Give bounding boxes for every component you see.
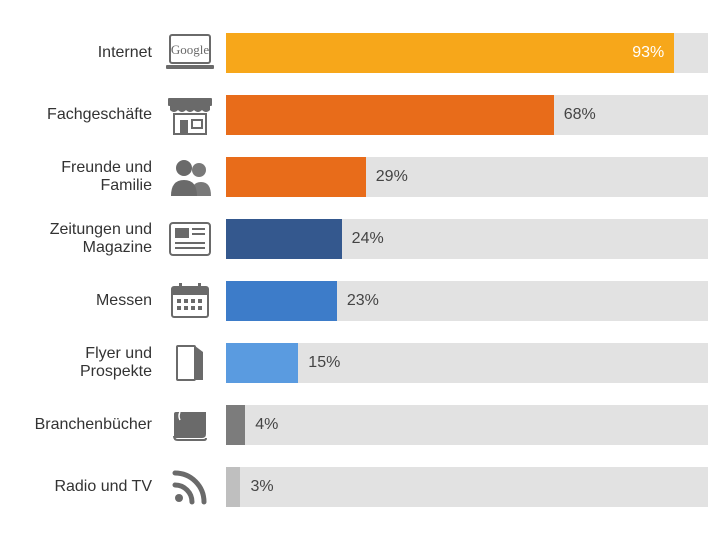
- bar-fill: 93%: [226, 33, 674, 73]
- bar-track: 23%: [226, 281, 708, 321]
- bar-value: 23%: [347, 292, 379, 310]
- book-icon: [160, 401, 220, 449]
- row-label: Branchenbücher: [10, 416, 160, 434]
- bar-track: 29%: [226, 157, 708, 197]
- horizontal-bar-chart: Internet Google 93% Fachgeschäfte 68% Freunde…: [0, 0, 728, 540]
- bar-track: 68%: [226, 95, 708, 135]
- chart-row: Fachgeschäfte 68%: [10, 86, 708, 144]
- chart-row: Messen 23%: [10, 272, 708, 330]
- calendar-icon: [160, 277, 220, 325]
- shop-icon: [160, 91, 220, 139]
- chart-row: Branchenbücher 4%: [10, 396, 708, 454]
- svg-text:Google: Google: [171, 42, 210, 57]
- bar-fill: [226, 157, 366, 197]
- bar-track: 93%: [226, 33, 708, 73]
- row-label: Radio und TV: [10, 478, 160, 496]
- bar-fill: [226, 343, 298, 383]
- chart-row: Radio und TV 3%: [10, 458, 708, 516]
- row-label: Internet: [10, 44, 160, 62]
- bar-fill: [226, 281, 337, 321]
- bar-value: 4%: [255, 416, 278, 434]
- chart-row: Flyer und Prospekte 15%: [10, 334, 708, 392]
- bar-track: 15%: [226, 343, 708, 383]
- bar-track: 24%: [226, 219, 708, 259]
- google-laptop-icon: Google: [160, 29, 220, 77]
- bar-value: 93%: [632, 44, 664, 62]
- bar-track: 3%: [226, 467, 708, 507]
- bar-value: 24%: [352, 230, 384, 248]
- chart-row: Freunde und Familie 29%: [10, 148, 708, 206]
- people-icon: [160, 153, 220, 201]
- bar-fill: [226, 467, 240, 507]
- bar-track: 4%: [226, 405, 708, 445]
- row-label: Freunde und Familie: [10, 159, 160, 196]
- chart-row: Internet Google 93%: [10, 24, 708, 82]
- bar-value: 15%: [308, 354, 340, 372]
- rss-icon: [160, 463, 220, 511]
- chart-row: Zeitungen und Magazine 24%: [10, 210, 708, 268]
- row-label: Zeitungen und Magazine: [10, 221, 160, 258]
- bar-value: 68%: [564, 106, 596, 124]
- bar-fill: [226, 95, 554, 135]
- row-label: Fachgeschäfte: [10, 106, 160, 124]
- bar-fill: [226, 219, 342, 259]
- bar-value: 29%: [376, 168, 408, 186]
- flyer-icon: [160, 339, 220, 387]
- bar-value: 3%: [250, 478, 273, 496]
- bar-fill: [226, 405, 245, 445]
- row-label: Flyer und Prospekte: [10, 345, 160, 382]
- row-label: Messen: [10, 292, 160, 310]
- newspaper-icon: [160, 215, 220, 263]
